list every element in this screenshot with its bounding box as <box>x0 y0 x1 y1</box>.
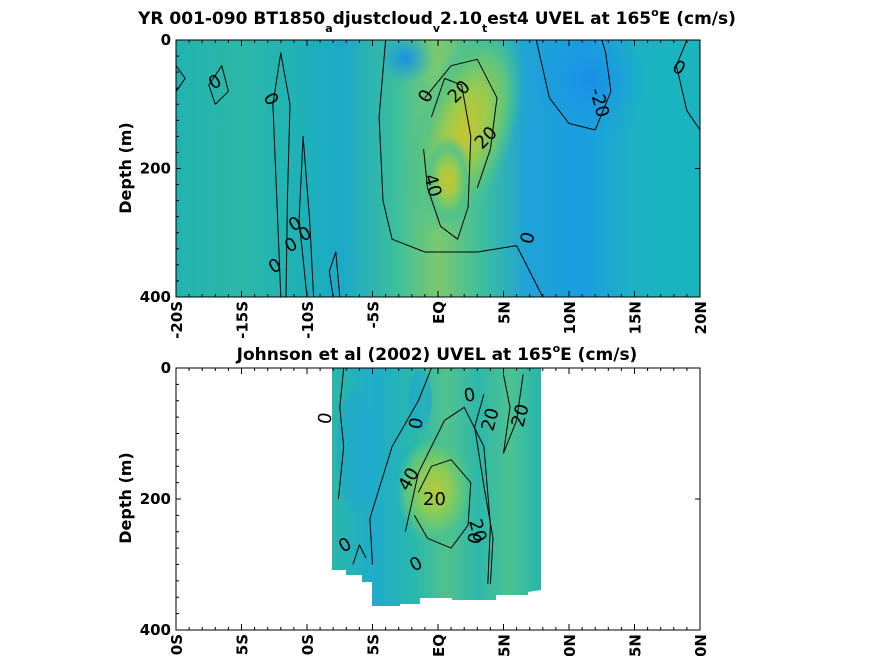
top-title: YR 001-090 BT1850adjustcloudv2.10test4 U… <box>137 6 736 35</box>
bottom-contour-lines <box>337 368 524 585</box>
top-x-tick-label: -5S <box>365 301 383 328</box>
bottom-contour-line <box>352 544 367 565</box>
bottom-x-ticks: -20S -15S -10S -5S EQ 5N 10N 15N 20N <box>168 368 710 656</box>
bottom-panel: Johnson et al (2002) UVEL at 165oE (cm/s… <box>116 342 710 656</box>
top-x-tick-label: 5N <box>496 301 514 324</box>
top-contour-line <box>675 40 700 131</box>
top-x-tick-label: 20N <box>692 301 710 334</box>
bottom-ylabel: Depth (m) <box>116 452 135 544</box>
bottom-x-tick-label: 20N <box>692 634 710 656</box>
top-x-tick-label: -10S <box>299 301 317 339</box>
contour-label: 0 <box>462 384 477 407</box>
bottom-x-tick-label: -20S <box>168 634 186 656</box>
top-contour-line <box>176 65 186 92</box>
top-contour-lines <box>176 40 700 297</box>
top-x-ticks: -20S -15S -10S -5S EQ 5N 10N 15N 20N <box>168 40 710 339</box>
top-x-tick-label: 10N <box>561 301 579 334</box>
top-contour-line <box>424 58 498 188</box>
bottom-x-tick-label: -5S <box>365 634 383 656</box>
top-contour-line <box>378 40 544 297</box>
bottom-y-tick-label: 0 <box>161 359 171 377</box>
top-contour-line <box>328 251 341 297</box>
bottom-x-tick-label: -15S <box>234 634 252 656</box>
top-panel: YR 001-090 BT1850adjustcloudv2.10test4 U… <box>116 6 736 339</box>
bottom-x-tick-label: 15N <box>627 634 645 656</box>
bottom-y-tick-label: 400 <box>140 621 171 639</box>
contour-label: 0 <box>314 411 337 426</box>
top-y-ticks: 0 200 400 <box>140 31 700 306</box>
bottom-x-tick-label: 5N <box>496 634 514 656</box>
bottom-contour-line <box>337 368 345 500</box>
bottom-y-tick-label: 200 <box>140 490 171 508</box>
bottom-contour-line <box>474 394 494 585</box>
top-x-tick-label: -15S <box>234 301 252 339</box>
top-contour-line <box>272 52 291 297</box>
top-x-tick-label: EQ <box>430 301 448 324</box>
bottom-title: Johnson et al (2002) UVEL at 165oE (cm/s… <box>236 342 638 365</box>
bottom-x-tick-label: 10N <box>561 634 579 656</box>
bottom-x-tick-label: EQ <box>430 634 448 656</box>
bottom-contour-line <box>413 459 472 549</box>
bottom-x-tick-label: -10S <box>299 634 317 656</box>
contour-label: 0 <box>405 416 428 431</box>
top-contour-line <box>208 65 229 105</box>
top-field <box>176 40 700 297</box>
contour-label: 20 <box>423 489 446 510</box>
top-ylabel: Depth (m) <box>116 122 135 214</box>
contour-label: 0 <box>464 531 487 546</box>
bottom-contour-line <box>369 368 432 565</box>
bottom-contour-line <box>503 374 524 454</box>
top-contour-line <box>423 78 472 240</box>
top-x-tick-label: 15N <box>627 301 645 334</box>
top-contour-line <box>298 135 315 297</box>
top-y-tick-label: 0 <box>161 31 171 49</box>
top-y-tick-label: 400 <box>140 288 171 306</box>
contour-label: 0 <box>517 230 540 246</box>
top-y-tick-label: 200 <box>140 160 171 178</box>
top-contour-line <box>535 40 612 131</box>
top-x-tick-label: -20S <box>168 301 186 339</box>
